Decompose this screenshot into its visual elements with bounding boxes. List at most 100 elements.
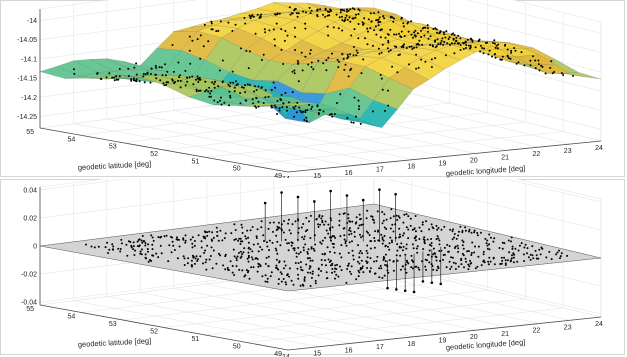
data-point	[202, 262, 204, 265]
data-point	[480, 264, 483, 267]
data-point	[250, 256, 253, 259]
data-point	[187, 257, 190, 260]
data-point	[291, 91, 294, 94]
data-point	[289, 13, 292, 16]
data-point	[138, 244, 141, 247]
data-point	[395, 214, 398, 217]
data-point	[315, 218, 318, 221]
data-point	[468, 228, 471, 231]
data-point	[442, 254, 445, 256]
data-point	[335, 273, 338, 276]
x-tick-label: 22	[533, 151, 541, 158]
data-point	[437, 43, 440, 46]
data-point	[249, 17, 252, 20]
data-point	[301, 69, 304, 72]
data-point	[500, 262, 503, 265]
data-point	[304, 11, 307, 14]
outlier-point	[345, 194, 349, 197]
data-point	[555, 253, 558, 256]
data-point	[373, 260, 376, 263]
data-point	[132, 248, 135, 251]
data-point	[411, 48, 414, 50]
data-point	[391, 65, 394, 68]
data-point	[235, 265, 238, 268]
data-point	[274, 44, 276, 47]
data-point	[248, 14, 251, 17]
data-point	[392, 260, 395, 263]
data-point	[213, 86, 216, 89]
data-point	[294, 262, 297, 264]
data-point	[168, 244, 171, 247]
data-point	[373, 221, 376, 224]
data-point	[275, 234, 278, 237]
data-point	[234, 229, 237, 231]
data-point	[254, 32, 257, 35]
data-point	[339, 93, 342, 96]
data-point	[311, 259, 314, 262]
data-point	[388, 259, 391, 262]
y-gridline	[246, 12, 564, 165]
outlier-point	[378, 188, 381, 191]
data-point	[382, 239, 385, 242]
data-point	[372, 219, 375, 222]
data-point	[182, 255, 185, 258]
data-point	[448, 36, 451, 39]
data-point	[334, 264, 337, 267]
data-point	[199, 89, 202, 92]
data-point	[331, 242, 334, 245]
data-point	[395, 46, 398, 48]
data-point	[366, 252, 369, 255]
data-point	[272, 221, 275, 224]
data-point	[310, 66, 313, 68]
y-tick-label: 50	[233, 344, 241, 351]
data-point	[415, 53, 418, 56]
data-point	[242, 251, 245, 254]
x-axis-line	[287, 316, 602, 351]
z-tick-label: 0.02	[23, 215, 37, 222]
data-point	[311, 270, 314, 273]
data-point	[384, 36, 387, 39]
z-tick-label: -14.2	[21, 95, 37, 102]
data-point	[488, 248, 491, 251]
data-point	[400, 30, 403, 33]
x-tick-label: 19	[439, 161, 447, 168]
data-point	[304, 111, 307, 114]
x-tick-label: 18	[407, 164, 415, 171]
data-point	[400, 36, 403, 38]
data-point	[436, 38, 439, 41]
data-point	[327, 223, 330, 226]
data-point	[259, 265, 262, 268]
data-point	[560, 252, 563, 255]
data-point	[369, 240, 372, 243]
data-point	[523, 260, 526, 262]
data-point	[325, 277, 328, 280]
data-point	[396, 243, 399, 246]
data-point	[294, 49, 297, 51]
data-point	[191, 236, 194, 239]
data-point	[377, 239, 380, 242]
surface-patch	[562, 72, 602, 80]
data-point	[379, 36, 382, 39]
data-point	[425, 268, 427, 271]
data-point	[450, 33, 453, 36]
data-point	[196, 77, 199, 80]
data-point	[326, 10, 329, 13]
data-point	[204, 231, 207, 234]
data-point	[349, 230, 352, 233]
data-point	[186, 262, 189, 265]
x-axis-label: geodetic longitude [deg]	[446, 163, 526, 178]
data-point	[217, 29, 220, 32]
data-point	[292, 106, 295, 109]
data-point	[389, 227, 392, 230]
data-point	[402, 221, 405, 224]
data-point	[308, 220, 310, 223]
data-point	[331, 271, 333, 274]
data-point	[398, 245, 401, 248]
data-point	[366, 209, 369, 212]
data-point	[454, 245, 457, 248]
data-point	[260, 220, 263, 223]
data-point	[510, 51, 513, 54]
data-point	[191, 246, 194, 249]
data-point	[352, 258, 355, 261]
data-point	[493, 42, 496, 45]
